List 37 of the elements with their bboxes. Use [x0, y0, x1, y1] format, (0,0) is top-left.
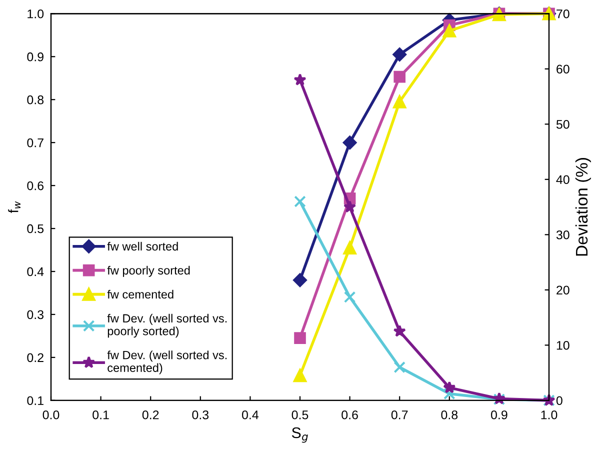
x-tick-label: 0.5 [292, 410, 308, 420]
y2-tick-label: 50 [556, 120, 570, 129]
y-axis-title: f$_{w}$ [8, 201, 20, 214]
y2-tick-label: 40 [556, 175, 570, 184]
y2-tick-label: 30 [556, 230, 570, 240]
y2-tick-label: 60 [556, 64, 570, 74]
x-tick-label: 0.1 [92, 410, 109, 420]
y-tick-label: 0.1 [27, 396, 44, 406]
x-tick-label: 0.3 [192, 410, 209, 420]
y-tick-label: 0.4 [27, 267, 44, 276]
legend-label: fw well sorted [107, 242, 178, 251]
x-tick-label: 0.2 [142, 410, 159, 420]
y-tick-label: 0.3 [27, 310, 44, 320]
legend-label: fw cemented [107, 290, 174, 299]
y-tick-label: 0.9 [27, 52, 44, 62]
x-tick-label: 0.4 [242, 410, 259, 420]
y2-tick-label: 10 [556, 340, 570, 350]
y-tick-label: 0.8 [27, 95, 44, 104]
y-tick-label: 0.7 [27, 138, 44, 148]
x-tick-label: 1.0 [541, 410, 558, 420]
legend-label: fw Dev. (well sorted vs. poorly sorted) [107, 314, 227, 338]
y-tick-label: 0.2 [27, 353, 44, 362]
x-tick-label: 0.9 [491, 410, 508, 420]
y2-tick-label: 0 [556, 396, 562, 406]
x-tick-label: 0.0 [42, 410, 60, 420]
x-tick-label: 0.6 [342, 410, 358, 420]
y2-tick-label: 70 [556, 9, 570, 18]
y-tick-label: 1.0 [28, 9, 44, 18]
y2-tick-label: 20 [556, 286, 570, 295]
y-tick-label: 0.6 [27, 181, 44, 190]
x-axis-title: S$_{g}$ [292, 427, 308, 443]
x-tick-label: 0.7 [391, 410, 408, 420]
legend-label: fw poorly sorted [107, 266, 190, 277]
x-tick-label: 0.8 [441, 410, 458, 420]
y-tick-label: 0.5 [27, 224, 44, 234]
legend-label: fw Dev. (well sorted vs. cemented) [107, 350, 227, 374]
y2-axis-title: Deviation (%) [575, 158, 591, 256]
